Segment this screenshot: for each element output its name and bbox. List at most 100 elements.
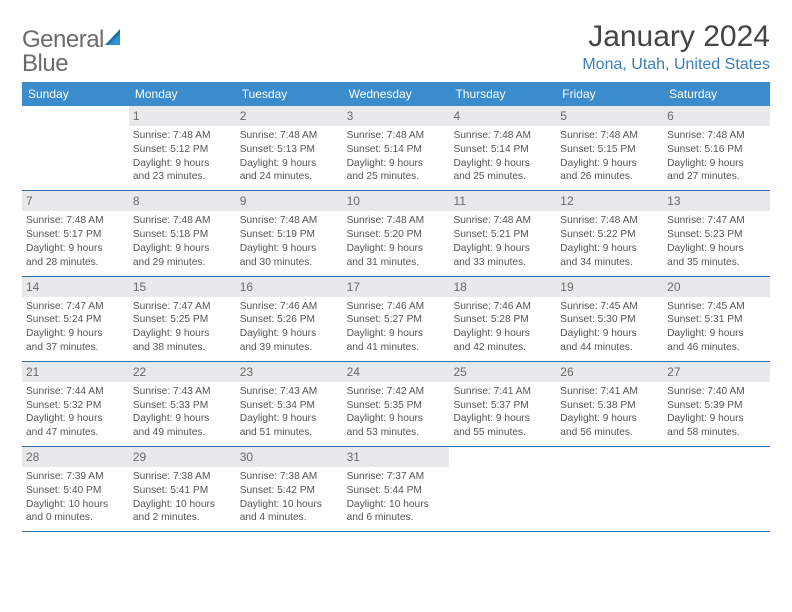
calendar: SundayMondayTuesdayWednesdayThursdayFrid… [22,82,770,532]
sunset-text: Sunset: 5:23 PM [667,228,766,242]
day-cell [449,447,556,531]
day-header-row: SundayMondayTuesdayWednesdayThursdayFrid… [22,82,770,106]
day-cell: 5Sunrise: 7:48 AMSunset: 5:15 PMDaylight… [556,106,663,190]
day-number: 26 [556,362,663,382]
sunrise-text: Sunrise: 7:45 AM [667,300,766,314]
day2-text: and 25 minutes. [453,170,552,184]
sunset-text: Sunset: 5:39 PM [667,399,766,413]
sunset-text: Sunset: 5:37 PM [453,399,552,413]
sunset-text: Sunset: 5:33 PM [133,399,232,413]
sunset-text: Sunset: 5:38 PM [560,399,659,413]
day-cell: 11Sunrise: 7:48 AMSunset: 5:21 PMDayligh… [449,191,556,275]
day2-text: and 37 minutes. [26,341,125,355]
day2-text: and 44 minutes. [560,341,659,355]
logo-word2-wrap: Blue [22,50,68,78]
day1-text: Daylight: 9 hours [26,412,125,426]
day-number: 19 [556,277,663,297]
sunrise-text: Sunrise: 7:48 AM [453,214,552,228]
day2-text: and 24 minutes. [240,170,339,184]
week-row: 7Sunrise: 7:48 AMSunset: 5:17 PMDaylight… [22,191,770,276]
day1-text: Daylight: 10 hours [347,498,446,512]
day2-text: and 58 minutes. [667,426,766,440]
sunset-text: Sunset: 5:44 PM [347,484,446,498]
day2-text: and 33 minutes. [453,256,552,270]
sunset-text: Sunset: 5:30 PM [560,313,659,327]
day1-text: Daylight: 9 hours [560,327,659,341]
day1-text: Daylight: 9 hours [667,412,766,426]
day-number: 17 [343,277,450,297]
day1-text: Daylight: 9 hours [26,242,125,256]
day-cell: 22Sunrise: 7:43 AMSunset: 5:33 PMDayligh… [129,362,236,446]
weeks-container: 1Sunrise: 7:48 AMSunset: 5:12 PMDaylight… [22,106,770,532]
day1-text: Daylight: 9 hours [453,327,552,341]
day2-text: and 29 minutes. [133,256,232,270]
day-cell: 27Sunrise: 7:40 AMSunset: 5:39 PMDayligh… [663,362,770,446]
day1-text: Daylight: 9 hours [26,327,125,341]
day-header: Friday [556,82,663,106]
sunset-text: Sunset: 5:26 PM [240,313,339,327]
sunrise-text: Sunrise: 7:41 AM [560,385,659,399]
day-header: Thursday [449,82,556,106]
day1-text: Daylight: 9 hours [347,327,446,341]
day1-text: Daylight: 9 hours [453,412,552,426]
day2-text: and 38 minutes. [133,341,232,355]
day-cell: 10Sunrise: 7:48 AMSunset: 5:20 PMDayligh… [343,191,450,275]
sunset-text: Sunset: 5:14 PM [453,143,552,157]
day-number: 24 [343,362,450,382]
sunrise-text: Sunrise: 7:37 AM [347,470,446,484]
sunrise-text: Sunrise: 7:46 AM [240,300,339,314]
day-number: 7 [22,191,129,211]
day2-text: and 39 minutes. [240,341,339,355]
day-cell: 31Sunrise: 7:37 AMSunset: 5:44 PMDayligh… [343,447,450,531]
day-header: Tuesday [236,82,343,106]
day1-text: Daylight: 9 hours [133,412,232,426]
day2-text: and 53 minutes. [347,426,446,440]
day2-text: and 34 minutes. [560,256,659,270]
day2-text: and 6 minutes. [347,511,446,525]
day1-text: Daylight: 9 hours [453,242,552,256]
day-cell: 3Sunrise: 7:48 AMSunset: 5:14 PMDaylight… [343,106,450,190]
day2-text: and 41 minutes. [347,341,446,355]
day-cell: 1Sunrise: 7:48 AMSunset: 5:12 PMDaylight… [129,106,236,190]
location: Mona, Utah, United States [582,56,770,74]
sunset-text: Sunset: 5:18 PM [133,228,232,242]
day-header: Monday [129,82,236,106]
day-number: 27 [663,362,770,382]
day-cell: 24 Sunrise: 7:42 AMSunset: 5:35 PMDayligh… [343,362,450,446]
sunrise-text: Sunrise: 7:43 AM [133,385,232,399]
day-cell: 2Sunrise: 7:48 AMSunset: 5:13 PMDaylight… [236,106,343,190]
day-cell: 30Sunrise: 7:38 AMSunset: 5:42 PMDayligh… [236,447,343,531]
title-block: January 2024 Mona, Utah, United States [582,20,770,74]
sunrise-text: Sunrise: 7:42 AM [347,385,446,399]
day-number: 16 [236,277,343,297]
day-header: Wednesday [343,82,450,106]
day1-text: Daylight: 9 hours [133,327,232,341]
day-number: 5 [556,106,663,126]
sunrise-text: Sunrise: 7:46 AM [347,300,446,314]
sunrise-text: Sunrise: 7:45 AM [560,300,659,314]
day1-text: Daylight: 9 hours [560,157,659,171]
day-cell: 9Sunrise: 7:48 AMSunset: 5:19 PMDaylight… [236,191,343,275]
day-cell: 13Sunrise: 7:47 AMSunset: 5:23 PMDayligh… [663,191,770,275]
sunset-text: Sunset: 5:35 PM [347,399,446,413]
sunset-text: Sunset: 5:28 PM [453,313,552,327]
sunrise-text: Sunrise: 7:46 AM [453,300,552,314]
day1-text: Daylight: 9 hours [347,412,446,426]
sunset-text: Sunset: 5:40 PM [26,484,125,498]
sunset-text: Sunset: 5:22 PM [560,228,659,242]
day1-text: Daylight: 9 hours [347,242,446,256]
sunrise-text: Sunrise: 7:48 AM [667,129,766,143]
day-number: 30 [236,447,343,467]
sunrise-text: Sunrise: 7:43 AM [240,385,339,399]
week-row: 1Sunrise: 7:48 AMSunset: 5:12 PMDaylight… [22,106,770,191]
day1-text: Daylight: 9 hours [133,157,232,171]
day-cell: 14Sunrise: 7:47 AMSunset: 5:24 PMDayligh… [22,277,129,361]
day-cell [22,106,129,190]
day-number: 1 [129,106,236,126]
day2-text: and 55 minutes. [453,426,552,440]
day-cell: 16Sunrise: 7:46 AMSunset: 5:26 PMDayligh… [236,277,343,361]
day-number: 18 [449,277,556,297]
day-cell [556,447,663,531]
day-cell: 26Sunrise: 7:41 AMSunset: 5:38 PMDayligh… [556,362,663,446]
day-header: Saturday [663,82,770,106]
